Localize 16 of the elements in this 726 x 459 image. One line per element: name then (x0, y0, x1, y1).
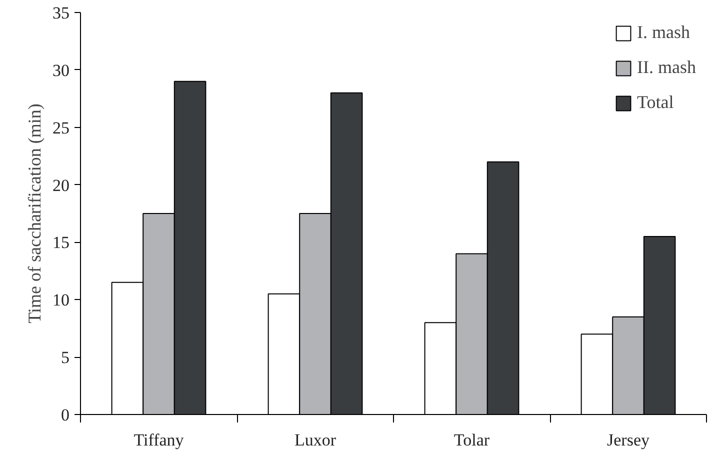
y-tick-label: 5 (61, 348, 70, 368)
legend-label: Total (637, 92, 674, 113)
x-tick-label: Luxor (294, 430, 336, 450)
x-tick-label: Jersey (607, 430, 650, 450)
x-tick-label: Tolar (454, 430, 490, 450)
y-tick-label: 25 (52, 118, 70, 138)
y-tick-label: 35 (52, 4, 70, 22)
y-tick-label: 0 (61, 406, 70, 424)
y-tick-label: 10 (52, 290, 70, 310)
y-tick-label: 15 (52, 233, 70, 252)
legend-label: I. mash (637, 22, 690, 43)
x-tick-label: Tiffany (134, 430, 184, 450)
y-tick-label: 20 (52, 176, 70, 195)
legend-label: II. mash (637, 57, 696, 78)
y-tick-label: 30 (52, 60, 70, 80)
y-axis-title: Time of saccharification (min) (24, 104, 44, 324)
